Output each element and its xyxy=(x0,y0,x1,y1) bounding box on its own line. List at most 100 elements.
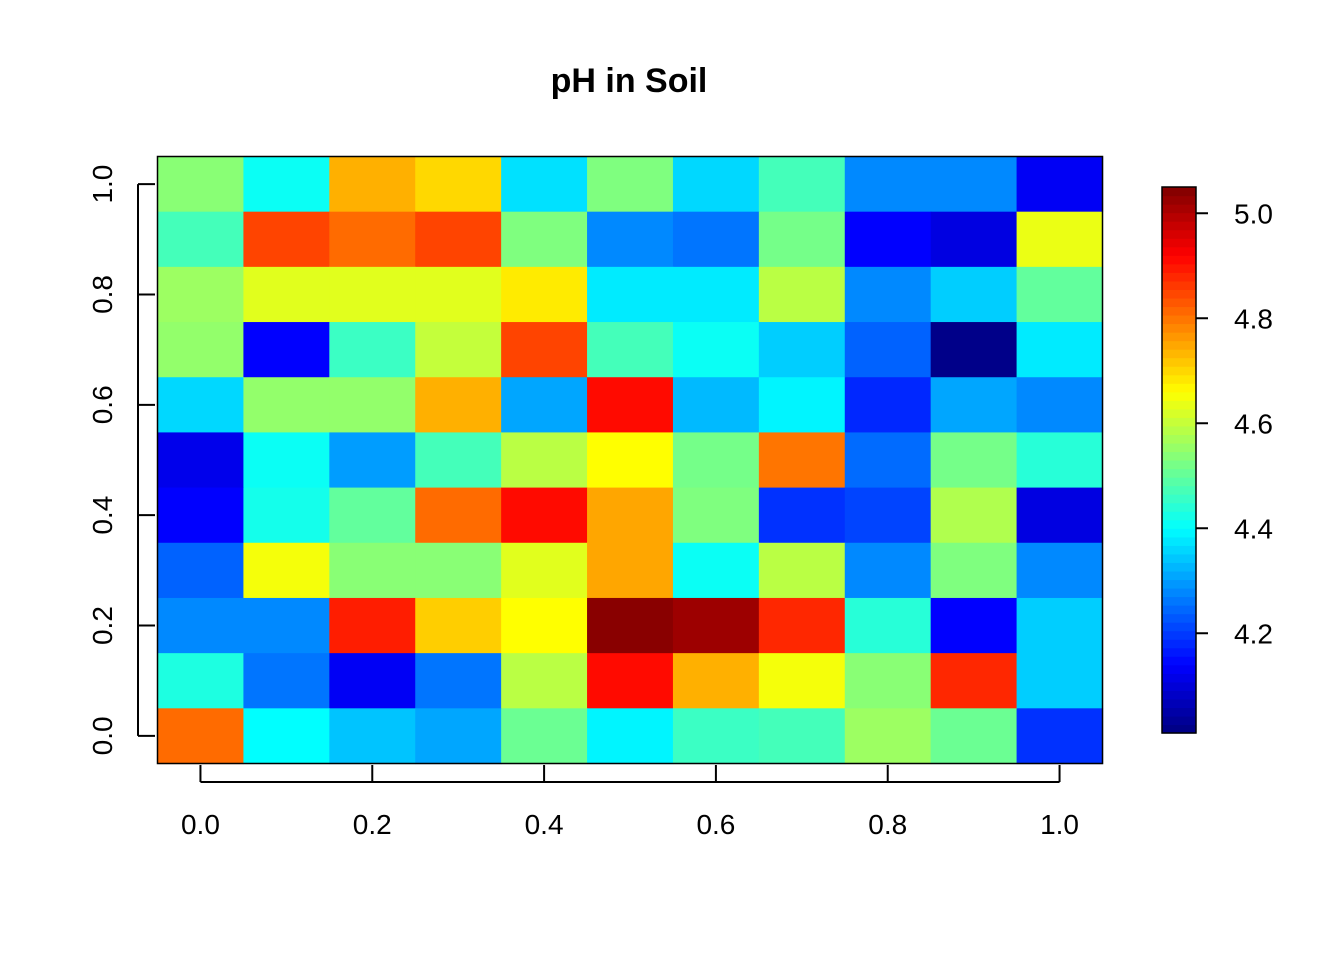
heatmap-cell xyxy=(1016,708,1104,765)
heatmap-cell xyxy=(329,653,416,709)
colorbar-axis: 4.2 4.4 4.6 4.8 5.0 xyxy=(1196,198,1273,649)
colorbar-segment xyxy=(1162,212,1196,222)
heatmap-cell xyxy=(243,211,330,268)
colorbar-segment xyxy=(1162,545,1196,555)
heatmap-cell xyxy=(501,432,588,489)
heatmap-cell xyxy=(501,542,588,599)
heatmap-cell xyxy=(1016,377,1104,434)
heatmap-cell xyxy=(672,542,760,599)
colorbar-segment xyxy=(1162,442,1196,453)
heatmap-cell xyxy=(587,597,674,654)
heatmap-cell xyxy=(758,377,846,434)
colorbar-segment xyxy=(1162,221,1196,231)
heatmap-cell xyxy=(1016,266,1104,323)
colorbar-segment xyxy=(1162,477,1196,487)
heatmap-cell xyxy=(930,432,1018,489)
heatmap-cell xyxy=(587,542,674,599)
heatmap-cell xyxy=(157,597,245,654)
heatmap-cell xyxy=(415,156,502,213)
heatmap-cell xyxy=(930,653,1018,709)
colorbar-segment xyxy=(1162,323,1196,333)
heatmap-cell xyxy=(501,487,588,544)
heatmap-cell xyxy=(844,542,932,599)
heatmap-cell xyxy=(1016,542,1104,599)
heatmap-cell xyxy=(672,653,760,709)
colorbar-segment xyxy=(1162,204,1196,214)
heatmap-cell xyxy=(672,487,760,544)
colorbar-segment xyxy=(1162,656,1196,666)
colorbar-segment xyxy=(1162,468,1196,478)
heatmap-cell xyxy=(415,266,502,323)
colorbar-segment xyxy=(1162,263,1196,273)
heatmap-cell xyxy=(672,322,760,378)
y-tick-label: 0.0 xyxy=(87,716,118,755)
heatmap-cell xyxy=(415,708,502,765)
colorbar-segment xyxy=(1162,639,1196,649)
heatmap-cell xyxy=(672,211,760,268)
heatmap-cell xyxy=(501,708,588,765)
heatmap-cell xyxy=(758,487,846,544)
x-tick-label: 0.6 xyxy=(696,809,735,840)
heatmap-cell xyxy=(587,708,674,765)
heatmap-cell xyxy=(1016,653,1104,709)
heatmap-cell xyxy=(501,597,588,654)
colorbar-segment xyxy=(1162,408,1196,418)
colorbar-segment xyxy=(1162,485,1196,495)
colorbar-segment xyxy=(1162,280,1196,290)
heatmap-cell xyxy=(930,708,1018,765)
heatmap-cell xyxy=(157,432,245,489)
colorbar-segment xyxy=(1162,630,1196,640)
heatmap-cell xyxy=(587,432,674,489)
heatmap-cell xyxy=(844,211,932,268)
colorbar-segment xyxy=(1162,306,1196,316)
colorbar-segment xyxy=(1162,664,1196,674)
heatmap-cell xyxy=(1016,487,1104,544)
heatmap-cell xyxy=(587,211,674,268)
heatmap-cell xyxy=(758,653,846,709)
colorbar-frame xyxy=(1161,186,1197,734)
colorbar-segment xyxy=(1162,613,1196,623)
x-tick-label: 0.0 xyxy=(181,809,220,840)
colorbar-segment xyxy=(1162,366,1196,376)
heatmap-cell xyxy=(758,322,846,378)
colorbar-segment xyxy=(1162,314,1196,325)
colorbar-segment xyxy=(1162,724,1196,734)
heatmap-cell xyxy=(844,156,932,213)
y-tick-label: 0.2 xyxy=(87,606,118,645)
y-tick-label: 0.8 xyxy=(87,275,118,314)
colorbar-segment xyxy=(1162,246,1196,256)
colorbar-segment xyxy=(1162,357,1196,367)
x-axis: 0.0 0.2 0.4 0.6 0.8 1.0 xyxy=(181,765,1079,840)
x-tick-label: 0.8 xyxy=(868,809,907,840)
heatmap-cell xyxy=(329,266,416,323)
heatmap-cell xyxy=(672,156,760,213)
heatmap-cell xyxy=(758,708,846,765)
heatmap-cell xyxy=(415,211,502,268)
heatmap-cell xyxy=(157,653,245,709)
heatmap-cell xyxy=(157,487,245,544)
y-tick-label: 0.6 xyxy=(87,385,118,424)
heatmap-cell xyxy=(930,156,1018,213)
heatmap-cell xyxy=(587,653,674,709)
colorbar-segment xyxy=(1162,434,1196,444)
colorbar-segment xyxy=(1162,698,1196,709)
heatmap-cell xyxy=(243,597,330,654)
x-tick-label: 1.0 xyxy=(1040,809,1079,840)
heatmap-cell xyxy=(1016,322,1104,378)
heatmap-cell xyxy=(844,597,932,654)
colorbar-segment xyxy=(1162,707,1196,717)
colorbar-segment xyxy=(1162,400,1196,410)
heatmap-cell xyxy=(243,708,330,765)
colorbar-segment xyxy=(1162,622,1196,632)
heatmap-cell xyxy=(758,432,846,489)
heatmap-cell xyxy=(329,322,416,378)
colorbar-segment xyxy=(1162,690,1196,700)
colorbar-segment xyxy=(1162,383,1196,393)
colorbar-segment xyxy=(1162,605,1196,615)
colorbar-segment xyxy=(1162,332,1196,342)
heatmap-cell xyxy=(1016,156,1104,213)
colorbar-segment xyxy=(1162,340,1196,350)
colorbar-tick-label: 5.0 xyxy=(1234,198,1273,229)
colorbar-segment xyxy=(1162,528,1196,538)
heatmap-cell xyxy=(930,322,1018,378)
